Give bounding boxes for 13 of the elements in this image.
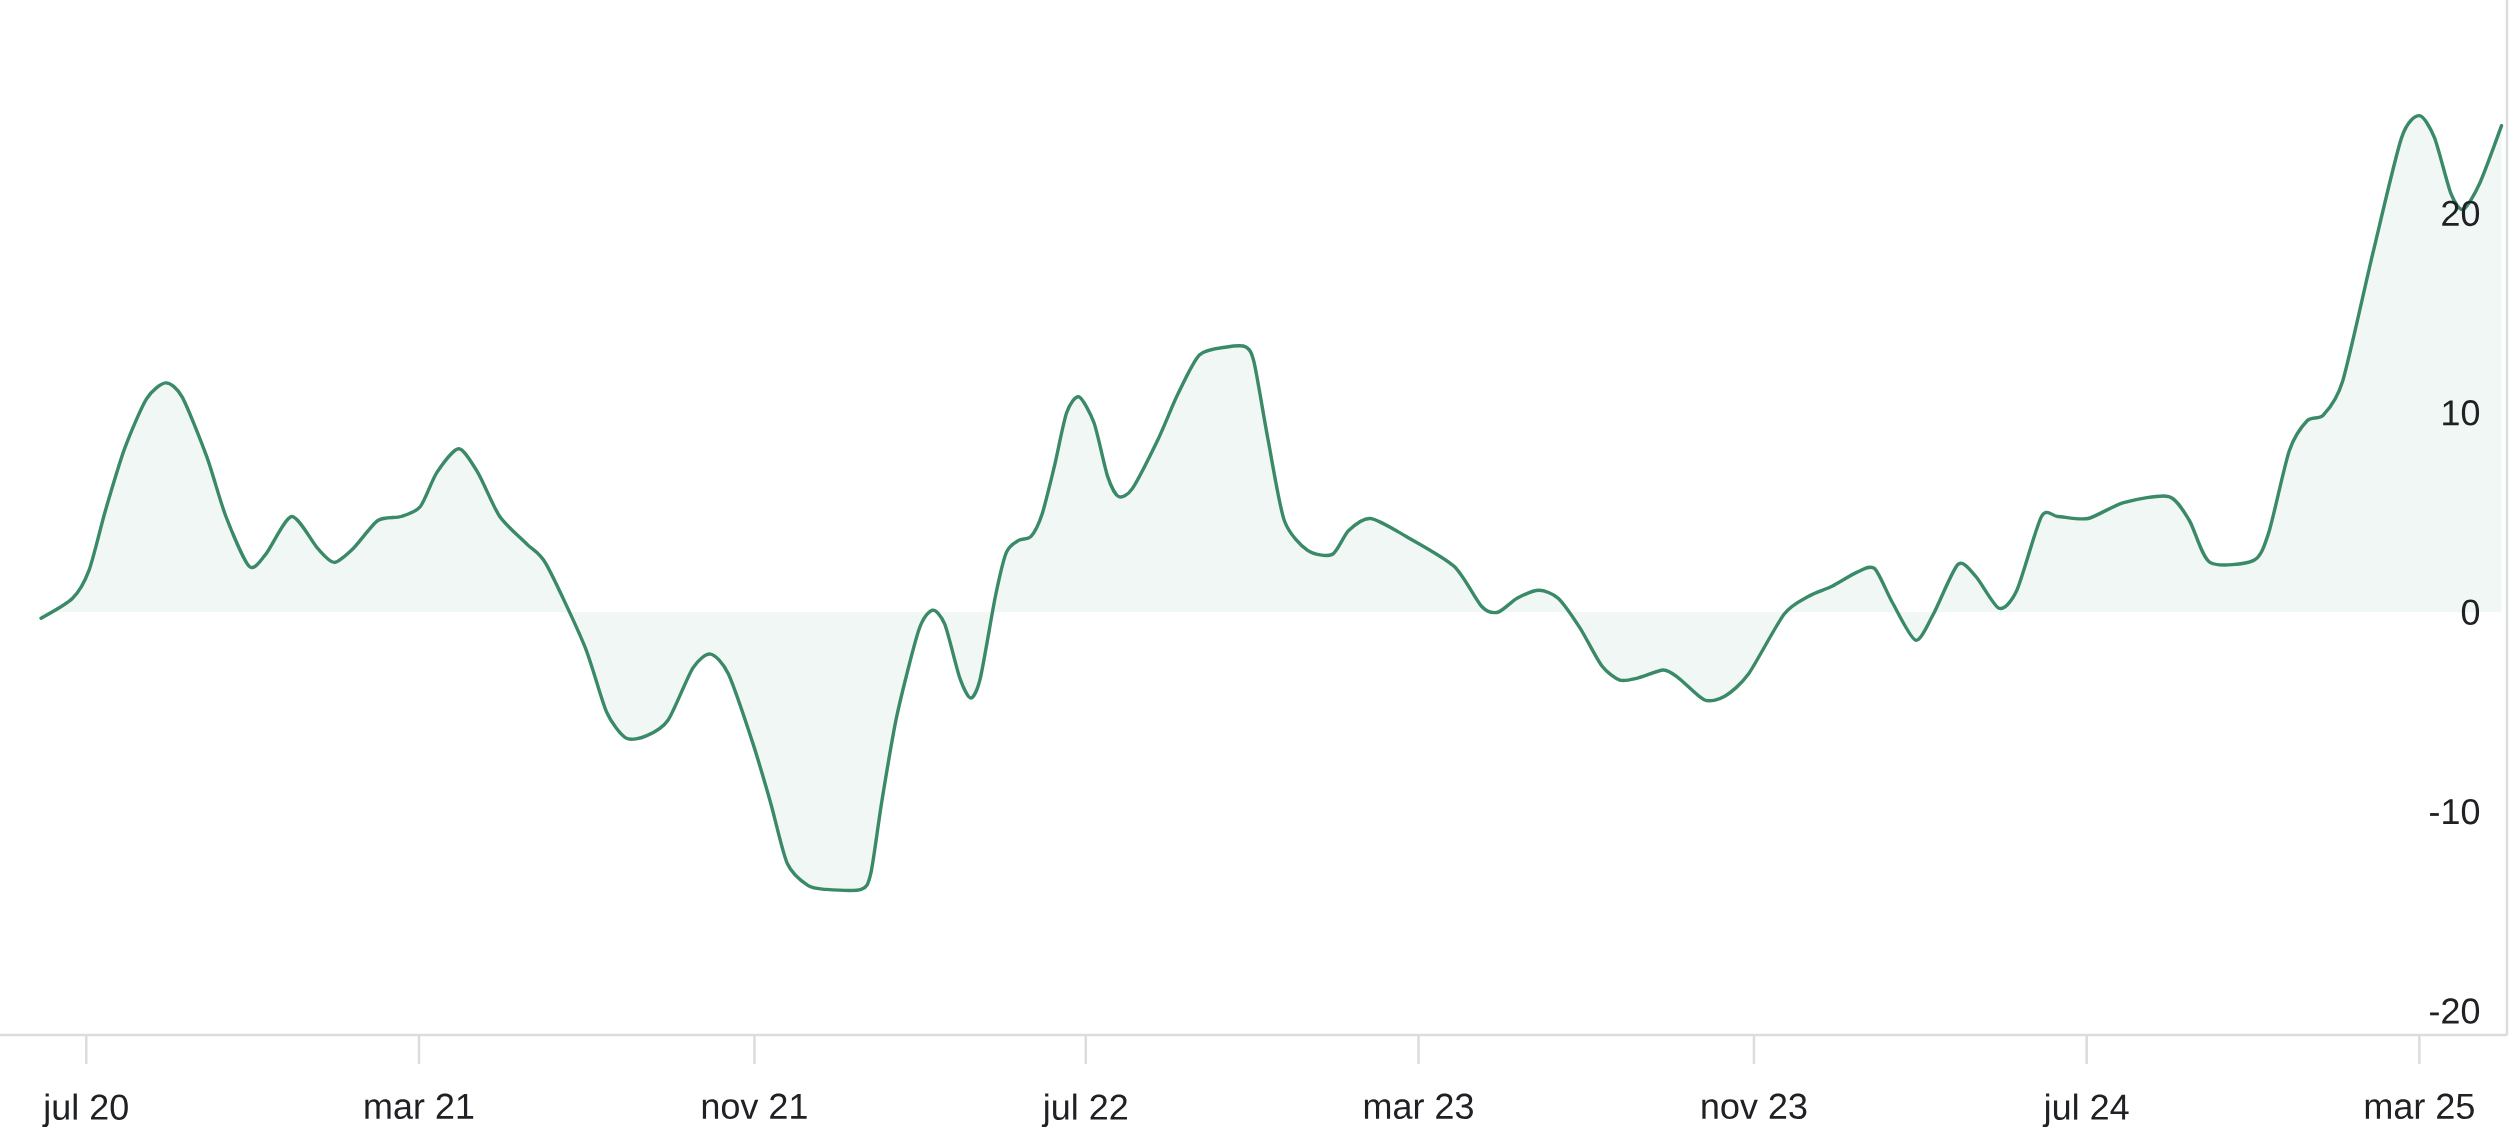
x-tick-label: mar 25 bbox=[2365, 1093, 2474, 1120]
x-tick-label: nov 21 bbox=[702, 1093, 807, 1120]
x-tick-label: mar 23 bbox=[1364, 1093, 1473, 1120]
y-tick-label: 0 bbox=[2461, 599, 2480, 625]
x-tick-label: nov 23 bbox=[1702, 1093, 1807, 1120]
x-tick-label: jul 22 bbox=[1041, 1093, 1127, 1128]
y-tick-label: -20 bbox=[2430, 998, 2480, 1024]
x-tick-label: jul 24 bbox=[2042, 1093, 2129, 1128]
x-tick-label: jul 20 bbox=[42, 1093, 128, 1128]
x-tick-label: mar 21 bbox=[365, 1093, 474, 1120]
y-tick-label: 10 bbox=[2443, 400, 2480, 426]
y-tick-label: 20 bbox=[2442, 200, 2480, 227]
y-tick-label: -10 bbox=[2430, 798, 2480, 825]
